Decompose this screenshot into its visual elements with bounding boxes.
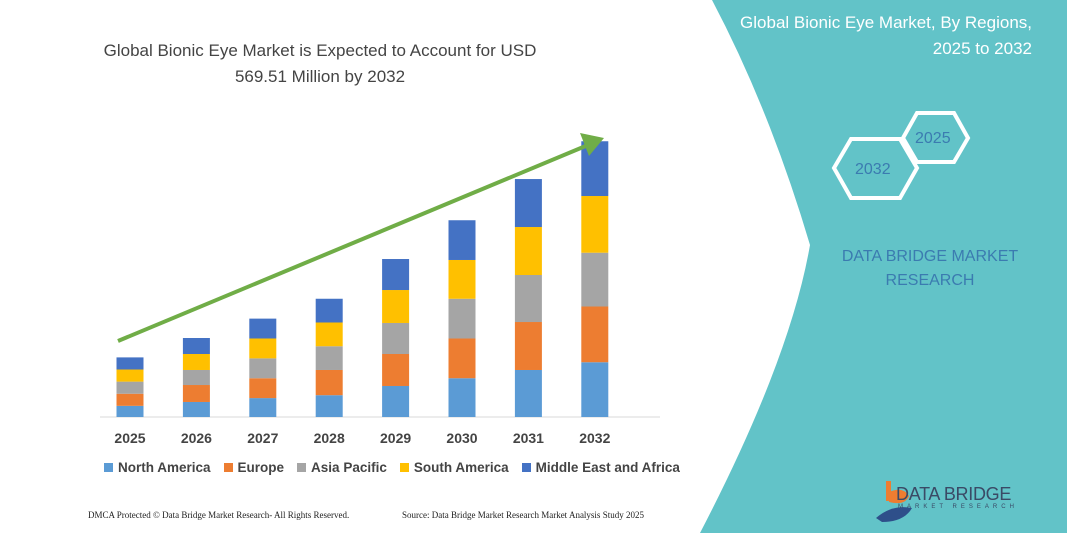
x-tick-label: 2030 (446, 430, 477, 446)
x-tick-label: 2025 (114, 430, 145, 446)
bar-segment (182, 338, 210, 354)
bar-segment (182, 369, 210, 386)
bar-segment (315, 369, 343, 396)
bar-segment (448, 378, 476, 417)
hexagon-2025 (900, 111, 971, 164)
legend-item: Middle East and Africa (521, 460, 680, 475)
hex-label-2025: 2025 (915, 130, 951, 147)
bar-segment (581, 306, 609, 363)
hex-label-2032: 2032 (855, 161, 891, 178)
legend-label: Europe (237, 460, 285, 475)
trend-arrow (117, 143, 589, 343)
footer-source: Source: Data Bridge Market Research Mark… (402, 510, 644, 520)
legend-swatch (521, 463, 531, 472)
bar-segment (315, 322, 343, 347)
panel-title: Global Bionic Eye Market, By Regions, 20… (740, 13, 1032, 58)
bar-segment (448, 298, 476, 339)
bar-segment (315, 298, 343, 323)
legend-swatch (399, 463, 409, 472)
legend-item: North America (104, 460, 211, 475)
hexagon-2032 (831, 137, 920, 200)
bar-segment (448, 338, 476, 379)
trend-arrowhead (580, 133, 604, 156)
side-panel (700, 0, 1067, 533)
bar-segment (382, 259, 410, 291)
bar-segment (514, 369, 542, 417)
bar-segment (382, 353, 410, 386)
legend-item: Europe (223, 460, 285, 475)
x-tick-label: 2028 (314, 430, 345, 446)
bar-segment (382, 385, 410, 417)
legend-label: North America (118, 460, 211, 475)
bar-segment (249, 398, 277, 417)
legend-swatch (104, 463, 113, 472)
x-tick-label: 2026 (181, 430, 212, 446)
legend: North America Europe Asia Pacific South … (104, 460, 680, 475)
footer-copyright: DMCA Protected © Data Bridge Market Rese… (88, 510, 350, 520)
legend-item: South America (399, 460, 509, 475)
legend-label: Asia Pacific (311, 460, 387, 475)
bar-segment (116, 357, 144, 370)
bar-segment (448, 220, 476, 260)
chart-title: Global Bionic Eye Market is Expected to … (103, 41, 537, 86)
bar-segment (315, 346, 343, 370)
x-tick-label: 2029 (380, 430, 411, 446)
bar-segment (249, 318, 277, 339)
logo-icon (876, 481, 912, 522)
bar-segment (249, 378, 277, 399)
bar-segment (382, 290, 410, 323)
legend-swatch (223, 463, 233, 472)
bar-segment (514, 179, 542, 228)
bar-segment (182, 385, 210, 402)
bar-segment (315, 395, 343, 417)
bar-segment (116, 393, 144, 406)
bar-segment (182, 353, 210, 370)
bar-segment (514, 227, 542, 276)
bar-segment (382, 322, 410, 354)
x-tick-label: 2032 (579, 430, 610, 446)
bar-segment (116, 405, 144, 417)
bar-segment (448, 259, 476, 299)
x-tick-label: 2027 (247, 430, 278, 446)
legend-label: Middle East and Africa (535, 460, 680, 475)
x-tick-label: 2031 (513, 430, 544, 446)
brand-text: DATA BRIDGE MARKET RESEARCH (841, 248, 1019, 289)
bar-segment (116, 369, 144, 382)
legend-swatch (297, 463, 307, 472)
legend-item: Asia Pacific (297, 460, 387, 475)
bar-segment (116, 381, 144, 394)
logo-subtext: MARKET RESEARCH (898, 504, 1018, 510)
bar-segment (249, 358, 277, 379)
logo-text: DATA BRIDGE (896, 484, 1012, 504)
bar-segment (581, 362, 609, 417)
legend-label: South America (413, 460, 509, 475)
bar-segment (514, 275, 542, 323)
bar-segment (182, 401, 210, 417)
bar-segment (249, 338, 277, 359)
bar-segment (514, 322, 542, 370)
bar-segment (581, 141, 609, 197)
bar-segment (581, 252, 609, 307)
bar-segment (581, 196, 609, 253)
